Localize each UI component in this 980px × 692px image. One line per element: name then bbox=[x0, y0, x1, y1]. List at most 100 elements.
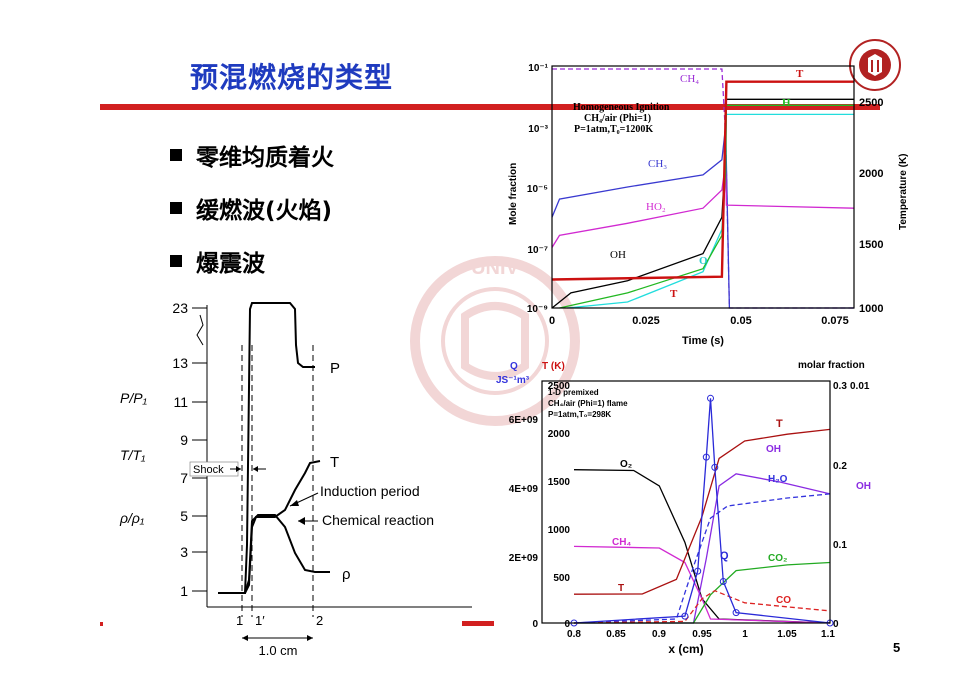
fl-q-marker bbox=[694, 567, 702, 575]
fl-plot-area bbox=[570, 394, 834, 627]
shock-x-tick: 2 bbox=[316, 613, 323, 628]
curve-label-t: T bbox=[330, 454, 339, 471]
fl-subtitle: CH₄/air (Phi=1) flame bbox=[548, 399, 628, 408]
ig-y2-tick: 1000 bbox=[859, 303, 883, 315]
fl-t-tick: 1000 bbox=[548, 525, 571, 536]
fl-series-CO₂ bbox=[574, 561, 831, 624]
ig-plot-area bbox=[551, 68, 855, 309]
shock-y-tick: 7 bbox=[180, 470, 188, 486]
density-curve bbox=[244, 514, 330, 594]
fl-molar-tick: 0.3 bbox=[833, 381, 847, 392]
fl-series-CO bbox=[573, 589, 831, 624]
fl-q-tick: 6E+09 bbox=[509, 415, 539, 426]
fl-q-marker bbox=[707, 394, 714, 402]
ig-x-tick: 0.075 bbox=[821, 315, 849, 327]
fl-q-label: Q bbox=[510, 361, 518, 372]
fl-x-tick: 0.8 bbox=[567, 629, 581, 640]
ig-series-HO₂ bbox=[551, 162, 855, 248]
fl-subtitle: P=1atm,T₀=298K bbox=[548, 410, 611, 419]
fl-t-label: T (K) bbox=[542, 361, 565, 372]
fl-series-OH bbox=[574, 473, 831, 624]
peking-university-watermark: UNIV bbox=[410, 256, 580, 426]
ig-y-tick: 10⁻⁵ bbox=[527, 184, 548, 195]
fl-label-q: Q bbox=[720, 550, 729, 562]
university-logo bbox=[849, 39, 901, 91]
ig-title: Homogeneous Ignition bbox=[573, 102, 670, 113]
fl-molar-tick: 0.2 bbox=[833, 461, 847, 472]
ig-y-tick: 10⁻¹ bbox=[528, 63, 548, 74]
pressure-ratio-label: P/P₁ bbox=[120, 390, 148, 406]
fl-q-tick: 0 bbox=[532, 619, 538, 630]
fl-label-t-hot: T bbox=[776, 418, 783, 430]
fl-q-marker bbox=[732, 609, 740, 617]
ig-label-ho2: HO₂ bbox=[646, 201, 666, 213]
fl-x-tick: 0.95 bbox=[692, 629, 712, 640]
ig-y-tick: 10⁻⁹ bbox=[527, 304, 548, 315]
pressure-curve bbox=[218, 302, 315, 594]
fl-label-h2o: H₂O bbox=[768, 474, 788, 485]
bullet-square-icon bbox=[170, 149, 182, 161]
ig-y-tick: 10⁻³ bbox=[528, 124, 548, 135]
footer-rule-mid bbox=[462, 621, 494, 626]
ig-label-ch3: CH₃ bbox=[648, 158, 667, 170]
fl-q-unit: JS⁻¹m³ bbox=[496, 375, 530, 386]
fl-t-tick: 2000 bbox=[548, 429, 571, 440]
fl-oh-tick: 0.01 bbox=[850, 381, 870, 392]
chemical-annotation: Chemical reaction bbox=[322, 512, 434, 528]
ig-label-o: O bbox=[699, 255, 708, 267]
fl-q-tick: 4E+09 bbox=[509, 484, 539, 495]
ig-subtitle: P=1atm,T₀=1200K bbox=[574, 124, 653, 135]
ig-y2-tick: 1500 bbox=[859, 239, 883, 251]
fl-x-tick: 0.85 bbox=[606, 629, 626, 640]
ig-y-tick: 10⁻⁷ bbox=[527, 245, 548, 256]
fl-x-tick: 1 bbox=[742, 629, 748, 640]
ig-y2-tick: 2000 bbox=[859, 168, 883, 180]
fl-label-t: T bbox=[618, 583, 624, 594]
bullet-item: 缓燃波(火焰) bbox=[170, 191, 334, 225]
temperature-ratio-label: T/T₁ bbox=[120, 447, 146, 463]
induction-annotation: Induction period bbox=[320, 483, 420, 499]
fl-title: 1-D premixed bbox=[548, 388, 599, 397]
ig-x-tick: 0.05 bbox=[730, 315, 751, 327]
fl-molar-label: molar fraction bbox=[798, 360, 865, 371]
fl-x-tick: 1.05 bbox=[777, 629, 797, 640]
curve-label-p: P bbox=[330, 360, 340, 377]
bullet-list: 零维均质着火 缓燃波(火焰) 爆震波 bbox=[170, 138, 334, 297]
bullet-item: 零维均质着火 bbox=[170, 138, 334, 172]
fl-x-tick: 1.1 bbox=[821, 629, 835, 640]
shock-y-tick: 5 bbox=[180, 508, 188, 524]
fl-q-marker bbox=[702, 453, 710, 461]
fl-t-tick: 500 bbox=[553, 573, 570, 584]
shock-y-tick: 9 bbox=[180, 432, 188, 448]
fl-oh-axis-label: OH bbox=[856, 481, 871, 492]
ig-subtitle: CH₄/air (Phi=1) bbox=[584, 113, 651, 124]
shock-x-tick: 1 bbox=[236, 613, 243, 628]
fl-t-tick: 2500 bbox=[548, 381, 571, 392]
footer-rule-left bbox=[100, 622, 103, 626]
shock-y-tick: 11 bbox=[173, 394, 188, 410]
fl-q-marker bbox=[711, 463, 719, 471]
title-divider bbox=[100, 104, 880, 110]
fl-molar-tick: 0.1 bbox=[833, 540, 847, 551]
shock-annotation: Shock bbox=[193, 464, 224, 476]
ig-label-t: T bbox=[796, 68, 804, 80]
curve-label-rho: ρ bbox=[342, 566, 351, 583]
ig-label-h: H bbox=[782, 97, 791, 109]
fl-series-T bbox=[573, 428, 831, 595]
fl-molar-tick: 0 bbox=[833, 619, 839, 630]
ig-ylabel: Mole fraction bbox=[508, 163, 519, 225]
shock-y-tick: 1 bbox=[180, 583, 188, 599]
fl-t-tick: 1500 bbox=[548, 477, 571, 488]
ig-xlabel: Time (s) bbox=[682, 335, 724, 347]
scale-label: 1.0 cm bbox=[258, 643, 297, 658]
ig-y2-tick: 2500 bbox=[859, 97, 883, 109]
temperature-curve bbox=[244, 460, 321, 594]
fl-label-o2: O₂ bbox=[620, 459, 632, 470]
fl-q-marker bbox=[681, 612, 689, 620]
ig-series-CH₃ bbox=[551, 126, 854, 309]
ig-label-t-low: T bbox=[670, 288, 678, 300]
bullet-item: 爆震波 bbox=[170, 244, 334, 278]
shock-y-tick: 3 bbox=[180, 544, 188, 560]
fl-xlabel: x (cm) bbox=[668, 642, 703, 656]
fl-x-tick: 0.9 bbox=[652, 629, 666, 640]
